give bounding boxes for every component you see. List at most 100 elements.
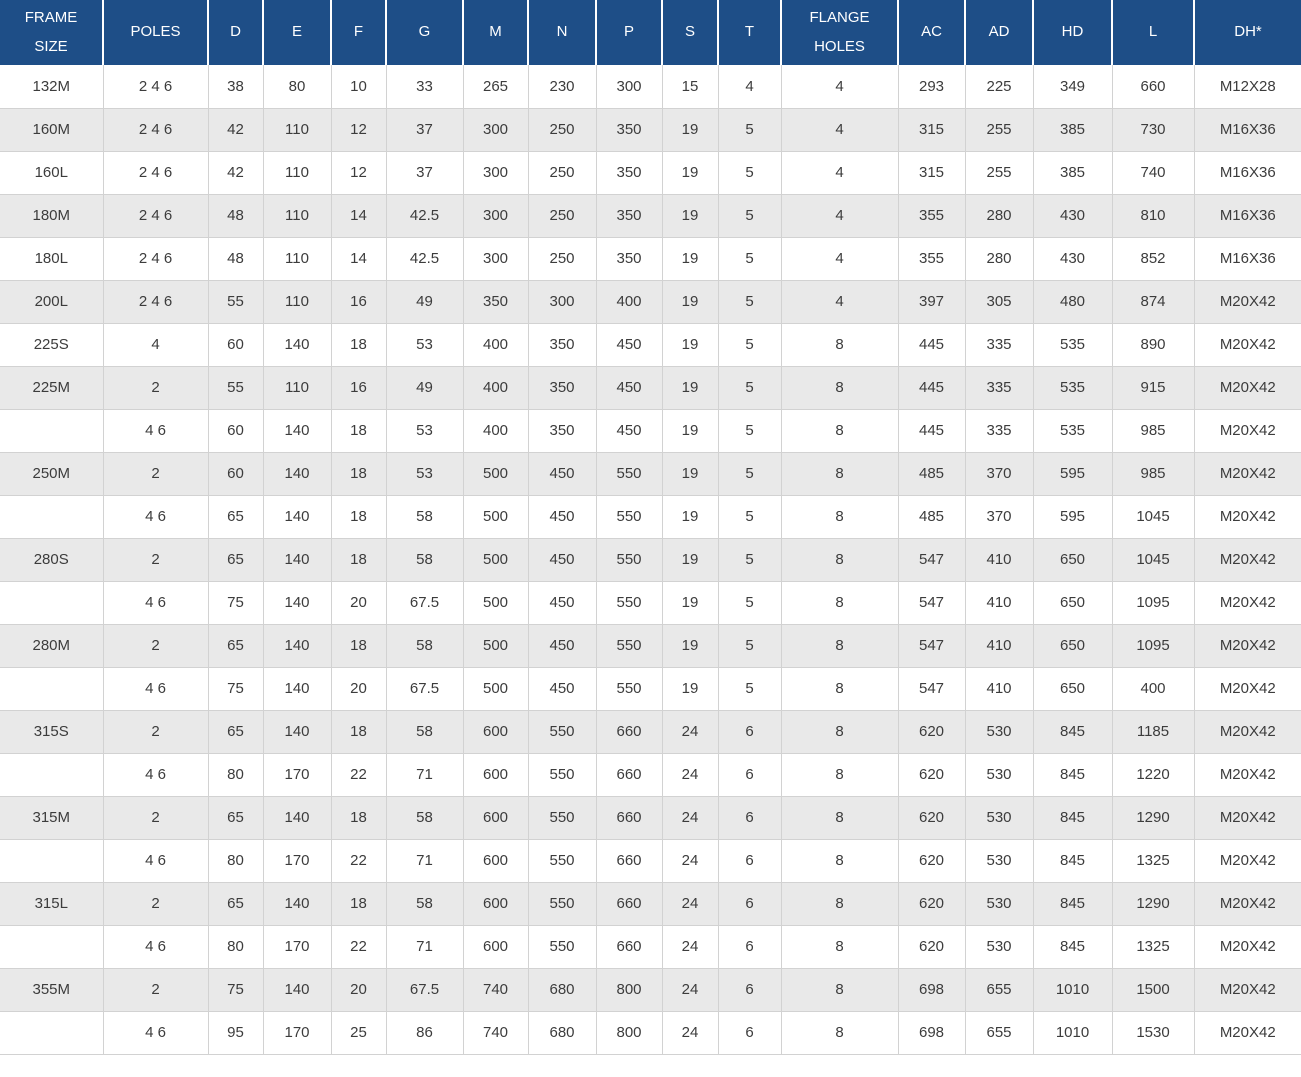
cell-m: 500 <box>462 666 529 711</box>
cell-s: 19 <box>661 537 719 582</box>
cell-l: 1095 <box>1111 623 1195 668</box>
cell-t: 5 <box>717 408 782 453</box>
cell-dh: M20X42 <box>1193 838 1301 883</box>
cell-poles: 2 <box>102 967 209 1012</box>
cell-d: 38 <box>207 65 264 109</box>
table-row: 180M 2 4 6 48 110 14 42.5 300 250 350 19 5 4 355 280 4… <box>0 193 1301 238</box>
column-header-ad: AD <box>965 0 1034 65</box>
table-row: 4 6 80 170 22 71 600 550 660 24 6 8 620 530 845 1220 M2… <box>0 752 1301 797</box>
cell-ac: 620 <box>897 752 966 797</box>
cell-e: 140 <box>262 580 332 625</box>
cell-s: 19 <box>661 236 719 281</box>
cell-p: 550 <box>595 580 663 625</box>
cell-flange-holes: 8 <box>780 838 899 883</box>
cell-s: 24 <box>661 752 719 797</box>
cell-g: 67.5 <box>385 967 464 1012</box>
cell-m: 265 <box>462 65 529 109</box>
cell-l: 730 <box>1111 107 1195 152</box>
table-row: 180L 2 4 6 48 110 14 42.5 300 250 350 19 5 4 355 280 4… <box>0 236 1301 281</box>
column-header-m: M <box>463 0 529 65</box>
cell-dh: M16X36 <box>1193 236 1301 281</box>
cell-ac: 355 <box>897 193 966 238</box>
cell-m: 300 <box>462 107 529 152</box>
table-row: 225M 2 55 110 16 49 400 350 450 19 5 8 445 335 535 915 M… <box>0 365 1301 410</box>
cell-g: 37 <box>385 150 464 195</box>
cell-frame-size: 315M <box>0 795 104 840</box>
table-row: 225S 4 60 140 18 53 400 350 450 19 5 8 445 335 535 890 M… <box>0 322 1301 367</box>
cell-dh: M20X42 <box>1193 580 1301 625</box>
cell-poles: 4 6 <box>102 838 209 883</box>
cell-m: 500 <box>462 580 529 625</box>
cell-frame-size <box>0 924 104 969</box>
cell-s: 19 <box>661 666 719 711</box>
cell-f: 22 <box>330 924 387 969</box>
table-row: 4 6 80 170 22 71 600 550 660 24 6 8 620 530 845 1325 M2… <box>0 838 1301 883</box>
cell-ac: 620 <box>897 881 966 926</box>
cell-hd: 650 <box>1032 623 1113 668</box>
cell-p: 450 <box>595 322 663 367</box>
cell-frame-size: 315L <box>0 881 104 926</box>
cell-ad: 530 <box>964 752 1034 797</box>
cell-e: 140 <box>262 494 332 539</box>
cell-poles: 2 <box>102 881 209 926</box>
cell-g: 58 <box>385 494 464 539</box>
cell-n: 350 <box>527 365 597 410</box>
column-header-ac: AC <box>898 0 966 65</box>
cell-s: 19 <box>661 107 719 152</box>
cell-frame-size: 250M <box>0 451 104 496</box>
cell-s: 19 <box>661 365 719 410</box>
cell-frame-size: 225M <box>0 365 104 410</box>
cell-frame-size: 160M <box>0 107 104 152</box>
cell-p: 550 <box>595 623 663 668</box>
cell-f: 12 <box>330 107 387 152</box>
cell-m: 300 <box>462 236 529 281</box>
cell-d: 65 <box>207 494 264 539</box>
cell-m: 400 <box>462 408 529 453</box>
cell-l: 1185 <box>1111 709 1195 754</box>
cell-ac: 315 <box>897 107 966 152</box>
cell-hd: 1010 <box>1032 1010 1113 1055</box>
cell-ad: 335 <box>964 408 1034 453</box>
cell-e: 140 <box>262 623 332 668</box>
cell-ad: 530 <box>964 709 1034 754</box>
cell-e: 170 <box>262 838 332 883</box>
cell-g: 42.5 <box>385 236 464 281</box>
cell-p: 660 <box>595 752 663 797</box>
cell-e: 140 <box>262 795 332 840</box>
cell-ad: 255 <box>964 107 1034 152</box>
table-row: 4 6 95 170 25 86 740 680 800 24 6 8 698 655 1010 1530 M… <box>0 1010 1301 1055</box>
cell-poles: 2 <box>102 537 209 582</box>
cell-g: 71 <box>385 752 464 797</box>
cell-poles: 4 6 <box>102 924 209 969</box>
cell-flange-holes: 8 <box>780 967 899 1012</box>
cell-d: 95 <box>207 1010 264 1055</box>
cell-f: 20 <box>330 580 387 625</box>
cell-poles: 2 4 6 <box>102 193 209 238</box>
cell-s: 19 <box>661 193 719 238</box>
cell-ac: 485 <box>897 494 966 539</box>
cell-frame-size: 180L <box>0 236 104 281</box>
table-row: 4 6 75 140 20 67.5 500 450 550 19 5 8 547 410 650 400 M… <box>0 666 1301 711</box>
cell-m: 350 <box>462 279 529 324</box>
cell-s: 19 <box>661 451 719 496</box>
cell-ac: 547 <box>897 666 966 711</box>
cell-poles: 2 4 6 <box>102 65 209 109</box>
cell-poles: 2 <box>102 795 209 840</box>
cell-t: 5 <box>717 494 782 539</box>
cell-hd: 430 <box>1032 236 1113 281</box>
cell-poles: 2 <box>102 365 209 410</box>
cell-ac: 445 <box>897 408 966 453</box>
cell-hd: 1010 <box>1032 967 1113 1012</box>
cell-l: 1095 <box>1111 580 1195 625</box>
cell-ac: 547 <box>897 537 966 582</box>
cell-t: 5 <box>717 451 782 496</box>
cell-f: 18 <box>330 709 387 754</box>
cell-s: 19 <box>661 623 719 668</box>
cell-f: 18 <box>330 623 387 668</box>
cell-m: 740 <box>462 967 529 1012</box>
cell-d: 48 <box>207 193 264 238</box>
cell-m: 600 <box>462 838 529 883</box>
cell-p: 660 <box>595 709 663 754</box>
cell-p: 660 <box>595 838 663 883</box>
cell-g: 71 <box>385 838 464 883</box>
